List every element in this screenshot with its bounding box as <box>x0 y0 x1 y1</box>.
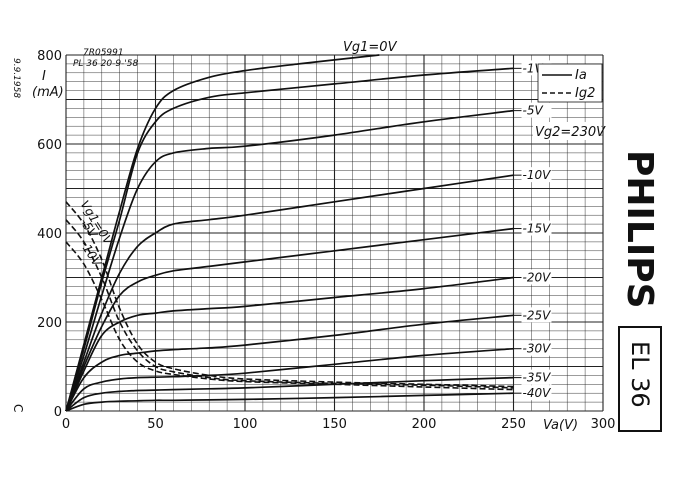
x-tick-label: 200 <box>412 417 437 432</box>
drawing-ref: PL 36 20-9-'58 <box>73 59 138 69</box>
x-tick-label: 0 <box>62 417 70 432</box>
x-axis-label: Va(V) <box>543 418 578 433</box>
ia-curve--40V <box>65 392 514 412</box>
brand-logo: PHILIPS <box>619 150 660 309</box>
ia-curve--15V <box>65 227 514 412</box>
x-tick-label: 300 <box>591 417 616 432</box>
tube-type-box <box>618 326 662 432</box>
x-tick-label: 250 <box>501 417 526 432</box>
curve-label: -5V <box>523 104 544 118</box>
ig2-curve-Vg1=0V <box>65 201 514 388</box>
y-axis-label: I <box>42 69 46 84</box>
curve-label: -30V <box>523 342 552 356</box>
dashed-curve-label: -10V <box>77 238 104 270</box>
margin-mark: C <box>11 404 25 412</box>
drawing-number: 7R05991 <box>83 48 124 58</box>
y-tick-label: 0 <box>54 405 62 420</box>
ia-curve--10V <box>65 174 514 412</box>
ia-curve--5V <box>65 109 514 412</box>
ia-curve--25V <box>65 314 514 412</box>
corner-date: 9.9.1958 <box>11 58 21 98</box>
chart-title: Vg1=0V <box>343 40 398 55</box>
legend-label-ia: Ia <box>575 68 587 83</box>
legend-label-ig2: Ig2 <box>575 86 595 101</box>
curve-label-bg <box>521 307 552 323</box>
x-tick-label: 50 <box>147 417 164 432</box>
curve-label: -15V <box>523 222 552 236</box>
curve-label: -40V <box>523 386 552 400</box>
y-tick-label: 600 <box>37 138 62 153</box>
ig2-curve--10V <box>65 241 514 391</box>
curve-label: -25V <box>523 308 552 322</box>
x-tick-label: 150 <box>322 417 347 432</box>
curve-label: -35V <box>523 371 552 385</box>
curve-label-bg <box>521 385 552 401</box>
x-tick-label: 100 <box>233 417 258 432</box>
ia-curve-0V <box>65 54 380 412</box>
y-axis-unit: (mA) <box>32 85 64 100</box>
curve-label-bg <box>521 102 552 118</box>
y-tick-label: 400 <box>37 227 62 242</box>
curve-label-bg <box>521 369 552 385</box>
ia-curve--30V <box>65 347 514 412</box>
tube-type: EL 36 <box>626 341 654 408</box>
y-tick-label: 200 <box>37 316 62 331</box>
ia-curve--20V <box>65 276 514 412</box>
y-tick-labels: 0 200 400 600 800 <box>37 49 62 420</box>
screen-voltage-label: Vg2=230V <box>535 125 606 140</box>
x-tick-labels: 0 50 100 150 200 250 300 <box>62 417 616 432</box>
ia-curve--1V <box>65 67 514 412</box>
curve-label-bg <box>521 220 552 236</box>
ig2-curve--5V <box>65 219 514 389</box>
y-tick-label: 800 <box>37 49 62 64</box>
curve-label: -10V <box>523 168 552 182</box>
curve-label-bg <box>521 269 552 285</box>
legend: Ia Ig2 <box>537 63 603 103</box>
curves <box>65 54 514 412</box>
curve-label-bg <box>521 167 552 183</box>
curve-label-bg <box>521 340 552 356</box>
curve-label: -20V <box>523 271 552 285</box>
curve-labels: -1V-5V-10V-15V-20V-25V-30V-35V-40VVg1=0V… <box>77 60 552 401</box>
